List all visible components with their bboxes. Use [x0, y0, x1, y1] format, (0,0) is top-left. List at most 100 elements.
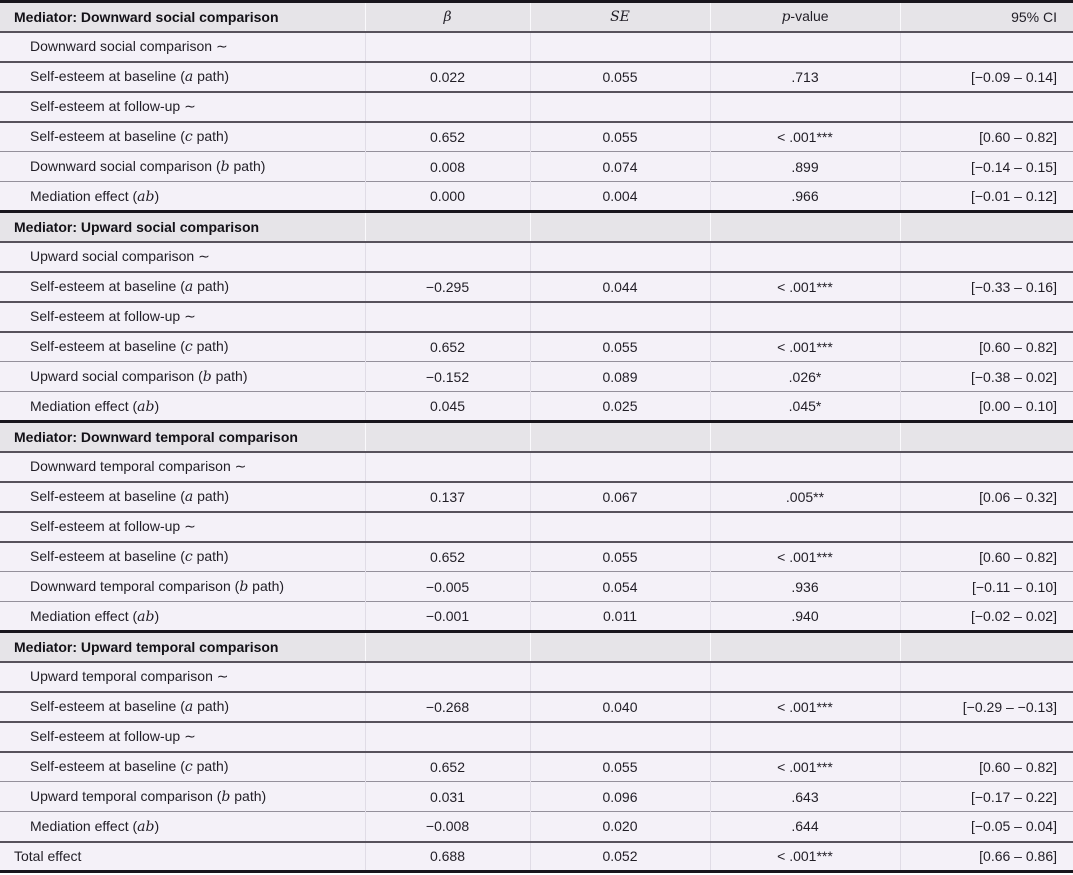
row-label-pre: Mediation effect (: [30, 817, 138, 834]
row-label-pre: Self-esteem at baseline (: [30, 128, 185, 145]
row-label: Self-esteem at follow-up ∼: [0, 302, 365, 332]
row-label: Self-esteem at baseline (a path): [0, 272, 365, 302]
row-label-post: path): [193, 698, 230, 714]
row-label-pre: Self-esteem at follow-up ∼: [30, 98, 196, 114]
row-label-post: path): [229, 158, 266, 174]
beta-value: [364, 241, 530, 272]
beta-value: 0.008: [364, 151, 530, 182]
empty-cell: [529, 211, 710, 242]
ci-value: [−0.02 – 0.02]: [899, 601, 1073, 632]
beta-column-header: β: [364, 1, 530, 32]
ci-value: [−0.29 – −0.13]: [899, 691, 1073, 722]
estimate-row: Mediation effect (ab) −0.001 0.011.940 [−0.…: [0, 601, 1073, 632]
ci-value: [−0.38 – 0.02]: [899, 361, 1073, 392]
se-value: 0.011: [529, 601, 710, 632]
estimate-row: Downward social comparison (b path) 0.008…: [0, 151, 1073, 182]
se-value: 0.052: [529, 841, 710, 872]
row-label-var: c: [184, 129, 193, 146]
ci-value: [0.00 – 0.10]: [899, 391, 1073, 422]
row-label: Upward social comparison ∼: [0, 242, 365, 272]
se-value: 0.089: [529, 361, 710, 392]
p-value-cell: < .001***: [709, 271, 900, 302]
estimate-row: Self-esteem at baseline (c path) 0.652 0.0…: [0, 331, 1073, 362]
se-value: 0.025: [529, 391, 710, 422]
row-label: Upward social comparison (b path): [0, 362, 365, 392]
empty-cell: [364, 421, 530, 452]
row-label: Downward temporal comparison (b path): [0, 572, 365, 602]
formula-row: Upward social comparison ∼: [0, 241, 1073, 272]
row-label-pre: Self-esteem at baseline (: [30, 758, 185, 775]
beta-value: 0.137: [364, 481, 530, 512]
total-effect-row: Total effect 0.688 0.052 < .001*** [0.66 – 0…: [0, 841, 1073, 872]
p-column-header-suffix: -value: [790, 8, 829, 25]
beta-value: [364, 661, 530, 692]
section-header-row: Mediator: Downward temporal comparison: [0, 421, 1073, 452]
row-label-pre: Downward social comparison ∼: [30, 38, 228, 54]
row-label-pre: Self-esteem at follow-up ∼: [30, 728, 196, 744]
row-label-post: path): [248, 578, 285, 594]
se-value: [529, 451, 710, 482]
beta-value: [364, 301, 530, 332]
beta-value: 0.000: [364, 181, 530, 212]
p-value-cell: .713: [709, 61, 900, 92]
beta-value: [364, 451, 530, 482]
row-label-pre: Self-esteem at follow-up ∼: [30, 518, 196, 534]
p-value-cell: [709, 721, 900, 752]
se-value: 0.054: [529, 571, 710, 602]
empty-cell: [709, 211, 900, 242]
section-header-row: Mediator: Upward social comparison: [0, 211, 1073, 242]
estimate-row: Self-esteem at baseline (c path) 0.652 0.0…: [0, 121, 1073, 152]
p-value-cell: [709, 511, 900, 542]
ci-value: [0.06 – 0.32]: [899, 481, 1073, 512]
empty-cell: [899, 421, 1073, 452]
row-label: Downward temporal comparison ∼: [0, 452, 365, 482]
se-value: 0.020: [529, 811, 710, 842]
row-label: Self-esteem at baseline (c path): [0, 542, 365, 572]
row-label-post: ): [154, 397, 160, 414]
beta-value: −0.152: [364, 361, 530, 392]
empty-cell: [709, 631, 900, 662]
formula-row: Upward temporal comparison ∼: [0, 661, 1073, 692]
row-label-pre: Downward temporal comparison ∼: [30, 458, 247, 474]
row-label: Mediation effect (ab): [0, 392, 365, 422]
beta-value: 0.652: [364, 751, 530, 782]
beta-value: 0.045: [364, 391, 530, 422]
estimate-row: Self-esteem at baseline (c path) 0.652 0.0…: [0, 541, 1073, 572]
empty-cell: [364, 631, 530, 662]
row-label-pre: Total effect: [14, 847, 82, 864]
row-label-post: path): [211, 368, 248, 384]
row-label: Upward temporal comparison (b path): [0, 782, 365, 812]
row-label-var: b: [221, 789, 231, 805]
ci-value: [0.60 – 0.82]: [899, 331, 1073, 362]
row-label: Self-esteem at baseline (a path): [0, 482, 365, 512]
beta-value: [364, 721, 530, 752]
ci-column-header: 95% CI: [899, 1, 1073, 32]
beta-value: −0.295: [364, 271, 530, 302]
p-value-cell: .643: [709, 781, 900, 812]
row-label-var: b: [239, 579, 249, 595]
formula-row: Self-esteem at follow-up ∼: [0, 301, 1073, 332]
p-value-cell: < .001***: [709, 751, 900, 782]
formula-row: Self-esteem at follow-up ∼: [0, 511, 1073, 542]
section-header-row: Mediator: Upward temporal comparison: [0, 631, 1073, 662]
p-column-header-p: p: [781, 9, 791, 26]
row-label-var: b: [220, 159, 230, 175]
row-label: Self-esteem at follow-up ∼: [0, 512, 365, 542]
p-value-cell: [709, 31, 900, 62]
p-value-cell: .045*: [709, 391, 900, 422]
row-label-pre: Upward temporal comparison (: [30, 788, 222, 804]
se-value: 0.074: [529, 151, 710, 182]
estimate-row: Mediation effect (ab) 0.000 0.004.966 [−0.0…: [0, 181, 1073, 212]
estimate-row: Upward social comparison (b path) −0.152 0…: [0, 361, 1073, 392]
ci-value: [899, 511, 1073, 542]
row-label: Upward temporal comparison ∼: [0, 662, 365, 692]
empty-cell: [364, 211, 530, 242]
ci-value: [−0.11 – 0.10]: [899, 571, 1073, 602]
estimate-row: Mediation effect (ab) 0.045 0.025.045* [0.0…: [0, 391, 1073, 422]
row-label-pre: Self-esteem at baseline (: [30, 338, 185, 355]
ci-value: [899, 241, 1073, 272]
ci-value: [899, 451, 1073, 482]
row-label-post: path): [192, 128, 229, 145]
se-value: [529, 91, 710, 122]
